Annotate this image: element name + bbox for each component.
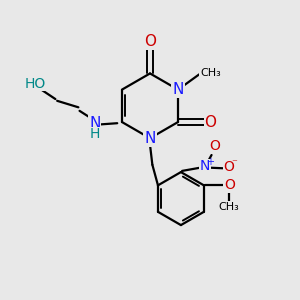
Text: HO: HO	[25, 77, 46, 91]
Text: O: O	[204, 115, 216, 130]
Text: H: H	[90, 128, 100, 141]
Text: N: N	[89, 116, 100, 131]
Text: N: N	[144, 131, 156, 146]
Text: O: O	[224, 178, 235, 192]
Text: O: O	[144, 34, 156, 49]
Text: CH₃: CH₃	[219, 202, 240, 212]
Text: CH₃: CH₃	[200, 68, 221, 78]
Text: N: N	[172, 82, 184, 97]
Text: +: +	[206, 157, 214, 167]
Text: O: O	[209, 139, 220, 153]
Text: ⁻: ⁻	[231, 158, 237, 168]
Text: O: O	[223, 160, 234, 174]
Text: N: N	[200, 160, 210, 173]
